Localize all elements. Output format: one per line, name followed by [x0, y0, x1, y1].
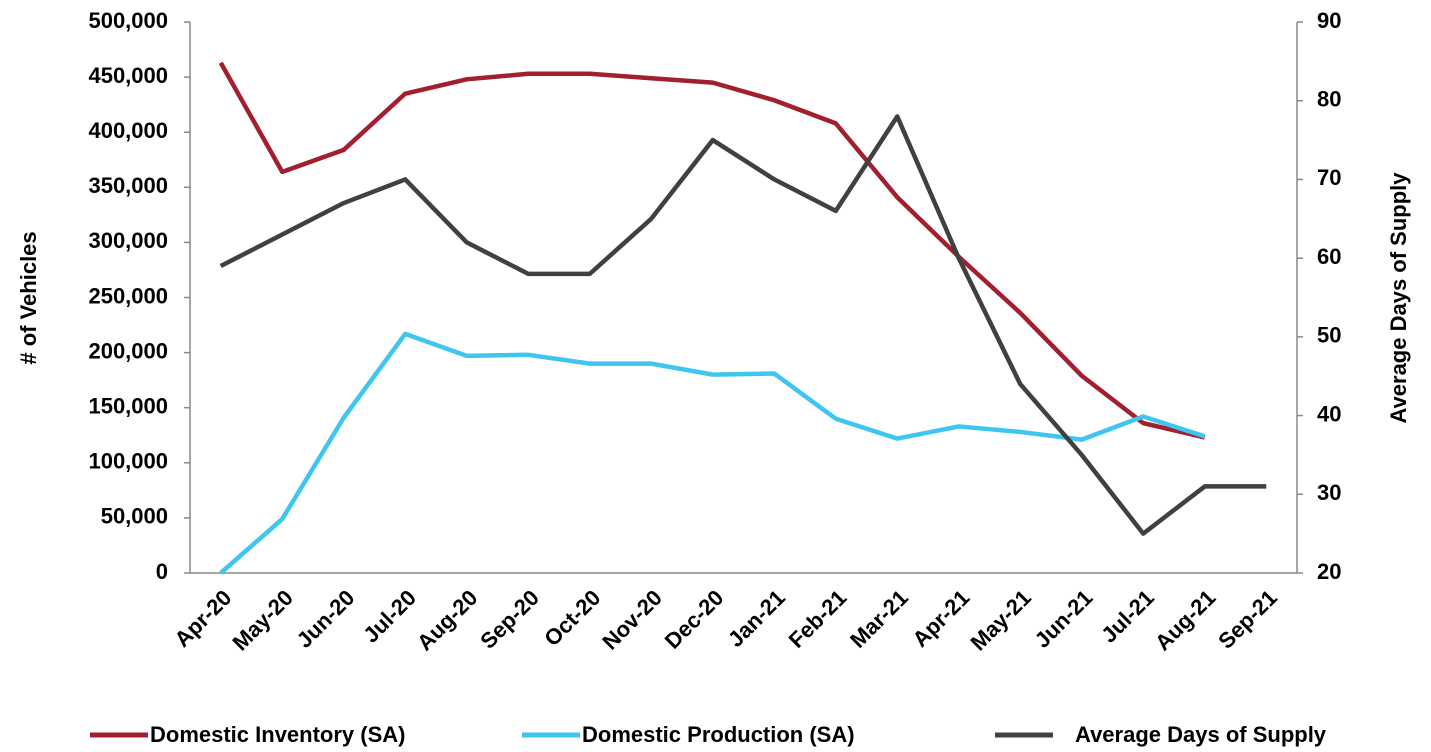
x-tick-label: Jun-20 [292, 585, 360, 653]
x-tick-label: Feb-21 [784, 585, 852, 653]
x-tick-label: May-21 [965, 585, 1035, 655]
y-tick-label: 350,000 [88, 173, 168, 198]
x-tick-label: Aug-20 [412, 585, 482, 655]
y-tick-label: 450,000 [88, 63, 168, 88]
y2-tick-label: 70 [1317, 165, 1341, 190]
y2-tick-label: 30 [1317, 480, 1341, 505]
y-axis-title: # of Vehicles [16, 231, 41, 364]
x-tick-label: Oct-20 [539, 585, 605, 651]
series-line [219, 114, 1267, 536]
y-tick-label: 500,000 [88, 8, 168, 33]
y2-tick-label: 50 [1317, 323, 1341, 348]
x-tick-label: Jun-21 [1030, 585, 1098, 653]
x-tick-label: Apr-20 [169, 585, 236, 652]
y-tick-label: 300,000 [88, 228, 168, 253]
y2-tick-label: 90 [1317, 8, 1341, 33]
series-line [218, 61, 1206, 440]
x-tick-label: Sep-21 [1213, 585, 1282, 654]
legend-label: Domestic Inventory (SA) [150, 722, 406, 747]
legend-label: Average Days of Supply [1075, 722, 1327, 747]
x-tick-label: Dec-20 [660, 585, 729, 654]
y-tick-label: 400,000 [88, 118, 168, 143]
x-tick-label: Nov-20 [597, 585, 667, 655]
y2-tick-label: 40 [1317, 401, 1341, 426]
y-tick-label: 200,000 [88, 338, 168, 363]
y-tick-label: 250,000 [88, 283, 168, 308]
y2-tick-label: 20 [1317, 559, 1341, 584]
y-tick-label: 100,000 [88, 449, 168, 474]
x-tick-label: Apr-21 [907, 585, 974, 652]
y-tick-label: 50,000 [101, 504, 168, 529]
x-tick-label: May-20 [227, 585, 297, 655]
y-tick-label: 0 [156, 559, 168, 584]
x-tick-label: Sep-20 [475, 585, 544, 654]
y-tick-label: 150,000 [88, 394, 168, 419]
series-line [219, 331, 1206, 575]
x-tick-label: Jan-21 [723, 585, 790, 652]
x-tick-label: Mar-21 [845, 585, 913, 653]
y2-tick-label: 80 [1317, 87, 1341, 112]
y2-tick-label: 60 [1317, 244, 1341, 269]
y2-axis-title: Average Days of Supply [1386, 172, 1411, 424]
legend-label: Domestic Production (SA) [582, 722, 855, 747]
x-tick-label: Aug-21 [1150, 585, 1220, 655]
